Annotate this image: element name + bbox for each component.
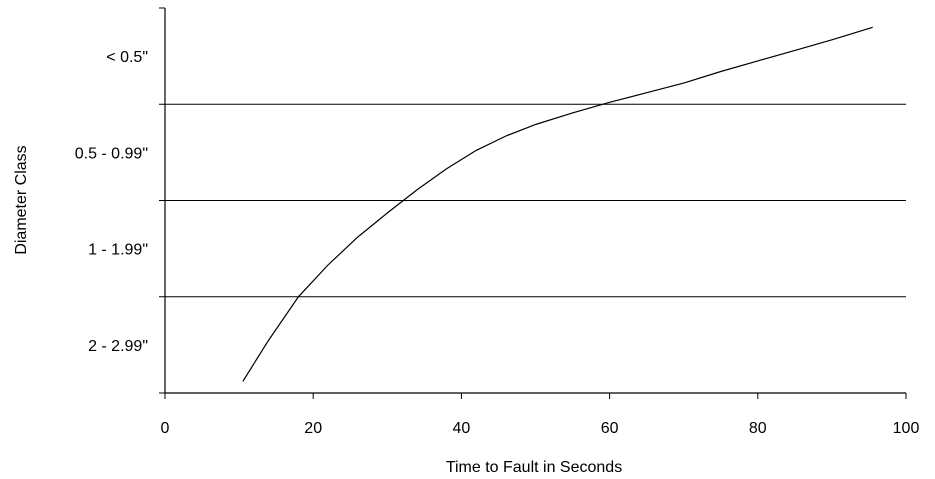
y-tick-label: 0.5 - 0.99" xyxy=(75,145,148,162)
x-tick-label: 0 xyxy=(161,420,170,437)
x-axis-title: Time to Fault in Seconds xyxy=(446,459,622,476)
y-tick-label: 2 - 2.99" xyxy=(88,338,148,355)
x-tick-label: 20 xyxy=(304,420,322,437)
y-tick-label: 1 - 1.99" xyxy=(88,242,148,259)
y-axis-title: Diameter Class xyxy=(13,145,30,254)
x-tick-label: 100 xyxy=(893,420,920,437)
gridlines xyxy=(165,103,906,298)
x-tick-label: 40 xyxy=(453,420,471,437)
axes xyxy=(159,7,907,399)
x-tick-label: 80 xyxy=(749,420,767,437)
y-tick-label: < 0.5" xyxy=(106,49,148,66)
series-line xyxy=(242,26,873,382)
x-tick-label: 60 xyxy=(601,420,619,437)
tick-labels: < 0.5" 0.5 - 0.99" 1 - 1.99" 2 - 2.99" 0 20 40… xyxy=(75,49,920,437)
